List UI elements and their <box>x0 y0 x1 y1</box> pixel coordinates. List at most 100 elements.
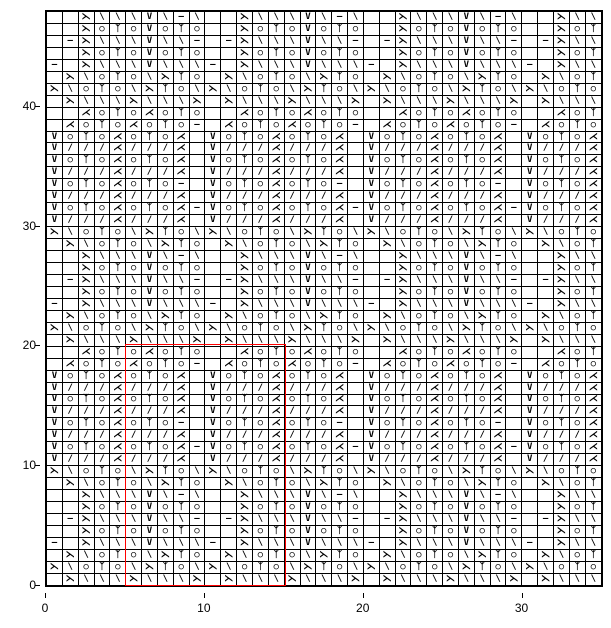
grid-cell <box>506 143 522 155</box>
grid-cell: ○ <box>94 107 110 119</box>
grid-cell: ⋌ <box>110 382 126 394</box>
grid-cell: \ <box>62 227 78 239</box>
grid-cell: \ <box>427 59 443 71</box>
grid-cell: \ <box>506 490 522 502</box>
grid-cell: \ <box>474 251 490 263</box>
grid-cell: \ <box>268 298 284 310</box>
grid-cell: \ <box>458 239 474 251</box>
grid-cell: ○ <box>237 561 253 573</box>
grid-cell: \ <box>316 251 332 263</box>
grid-cell: ᛉ <box>427 310 443 322</box>
grid-cell: / <box>94 215 110 227</box>
grid-cell: \ <box>585 514 601 526</box>
grid-cell <box>221 286 237 298</box>
grid-cell: \ <box>379 466 395 478</box>
grid-cell: V <box>142 502 158 514</box>
grid-cell: V <box>300 47 316 59</box>
grid-cell: / <box>62 167 78 179</box>
grid-cell <box>522 263 538 275</box>
grid-cell: ○ <box>474 502 490 514</box>
grid-cell: ⋌ <box>126 119 142 131</box>
grid-cell: ○ <box>252 71 268 83</box>
grid-cell: \ <box>458 573 474 585</box>
grid-cell: \ <box>554 549 570 561</box>
grid-cell: ○ <box>252 131 268 143</box>
grid-cell: ○ <box>332 466 348 478</box>
grid-cell: \ <box>284 227 300 239</box>
grid-cell: ⋌ <box>427 179 443 191</box>
grid-cell <box>522 286 538 298</box>
grid-cell <box>205 35 221 47</box>
grid-cell: ⋋ <box>237 47 253 59</box>
grid-cell <box>522 573 538 585</box>
grid-cell: ⋌ <box>332 215 348 227</box>
grid-cell: ᛉ <box>157 322 173 334</box>
grid-cell <box>379 286 395 298</box>
grid-cell: ○ <box>189 346 205 358</box>
grid-cell: / <box>474 143 490 155</box>
grid-cell: \ <box>316 298 332 310</box>
grid-cell <box>221 525 237 537</box>
grid-cell <box>522 12 538 24</box>
grid-cell: \ <box>395 573 411 585</box>
grid-cell: / <box>379 454 395 466</box>
grid-cell: \ <box>395 71 411 83</box>
grid-cell: \ <box>506 227 522 239</box>
grid-cell: ○ <box>189 263 205 275</box>
grid-cell: ⋋ <box>554 298 570 310</box>
grid-cell: \ <box>569 12 585 24</box>
grid-cell: — <box>506 358 522 370</box>
grid-cell: ○ <box>237 358 253 370</box>
grid-cell: \ <box>474 59 490 71</box>
grid-cell <box>363 478 379 490</box>
grid-cell: / <box>221 167 237 179</box>
grid-cell: \ <box>443 12 459 24</box>
grid-cell: ⋌ <box>268 131 284 143</box>
grid-cell: — <box>173 418 189 430</box>
grid-cell: ○ <box>157 502 173 514</box>
grid-cell: ᛉ <box>173 478 189 490</box>
grid-cell <box>522 251 538 263</box>
grid-cell: ○ <box>252 47 268 59</box>
grid-cell: / <box>443 382 459 394</box>
grid-cell: ᛉ <box>110 310 126 322</box>
grid-cell: ᛉ <box>490 478 506 490</box>
grid-cell: ○ <box>189 549 205 561</box>
grid-cell: ᛉ <box>268 549 284 561</box>
grid-cell: \ <box>538 466 554 478</box>
grid-cell: ○ <box>585 322 601 334</box>
grid-cell: ⋋ <box>458 227 474 239</box>
grid-cell: ᛉ <box>252 466 268 478</box>
grid-cell: / <box>443 143 459 155</box>
grid-cell: ᛉ <box>458 394 474 406</box>
grid-cell: — <box>522 298 538 310</box>
grid-cell: ○ <box>490 561 506 573</box>
grid-cell: \ <box>284 274 300 286</box>
grid-cell: \ <box>189 298 205 310</box>
grid-cell: / <box>538 406 554 418</box>
grid-cell: ○ <box>506 239 522 251</box>
grid-cell: V <box>300 35 316 47</box>
grid-cell: ○ <box>62 131 78 143</box>
grid-cell: ○ <box>348 346 364 358</box>
grid-cell: ○ <box>569 394 585 406</box>
grid-cell: V <box>522 215 538 227</box>
grid-cell: ⋋ <box>363 83 379 95</box>
grid-cell: V <box>300 12 316 24</box>
grid-cell: ○ <box>443 23 459 35</box>
grid-cell: / <box>411 454 427 466</box>
grid-cell <box>506 454 522 466</box>
grid-cell: / <box>411 167 427 179</box>
grid-cell: ⋋ <box>554 23 570 35</box>
grid-cell: \ <box>189 227 205 239</box>
grid-cell: ᛉ <box>300 155 316 167</box>
grid-cell <box>522 525 538 537</box>
grid-cell: ᛉ <box>490 239 506 251</box>
grid-cell: — <box>538 514 554 526</box>
grid-cell: ○ <box>538 370 554 382</box>
grid-cell <box>522 35 538 47</box>
grid-cell: ○ <box>490 466 506 478</box>
grid-cell: \ <box>268 251 284 263</box>
grid-cell: ⋌ <box>427 143 443 155</box>
grid-cell: ᛉ <box>585 346 601 358</box>
